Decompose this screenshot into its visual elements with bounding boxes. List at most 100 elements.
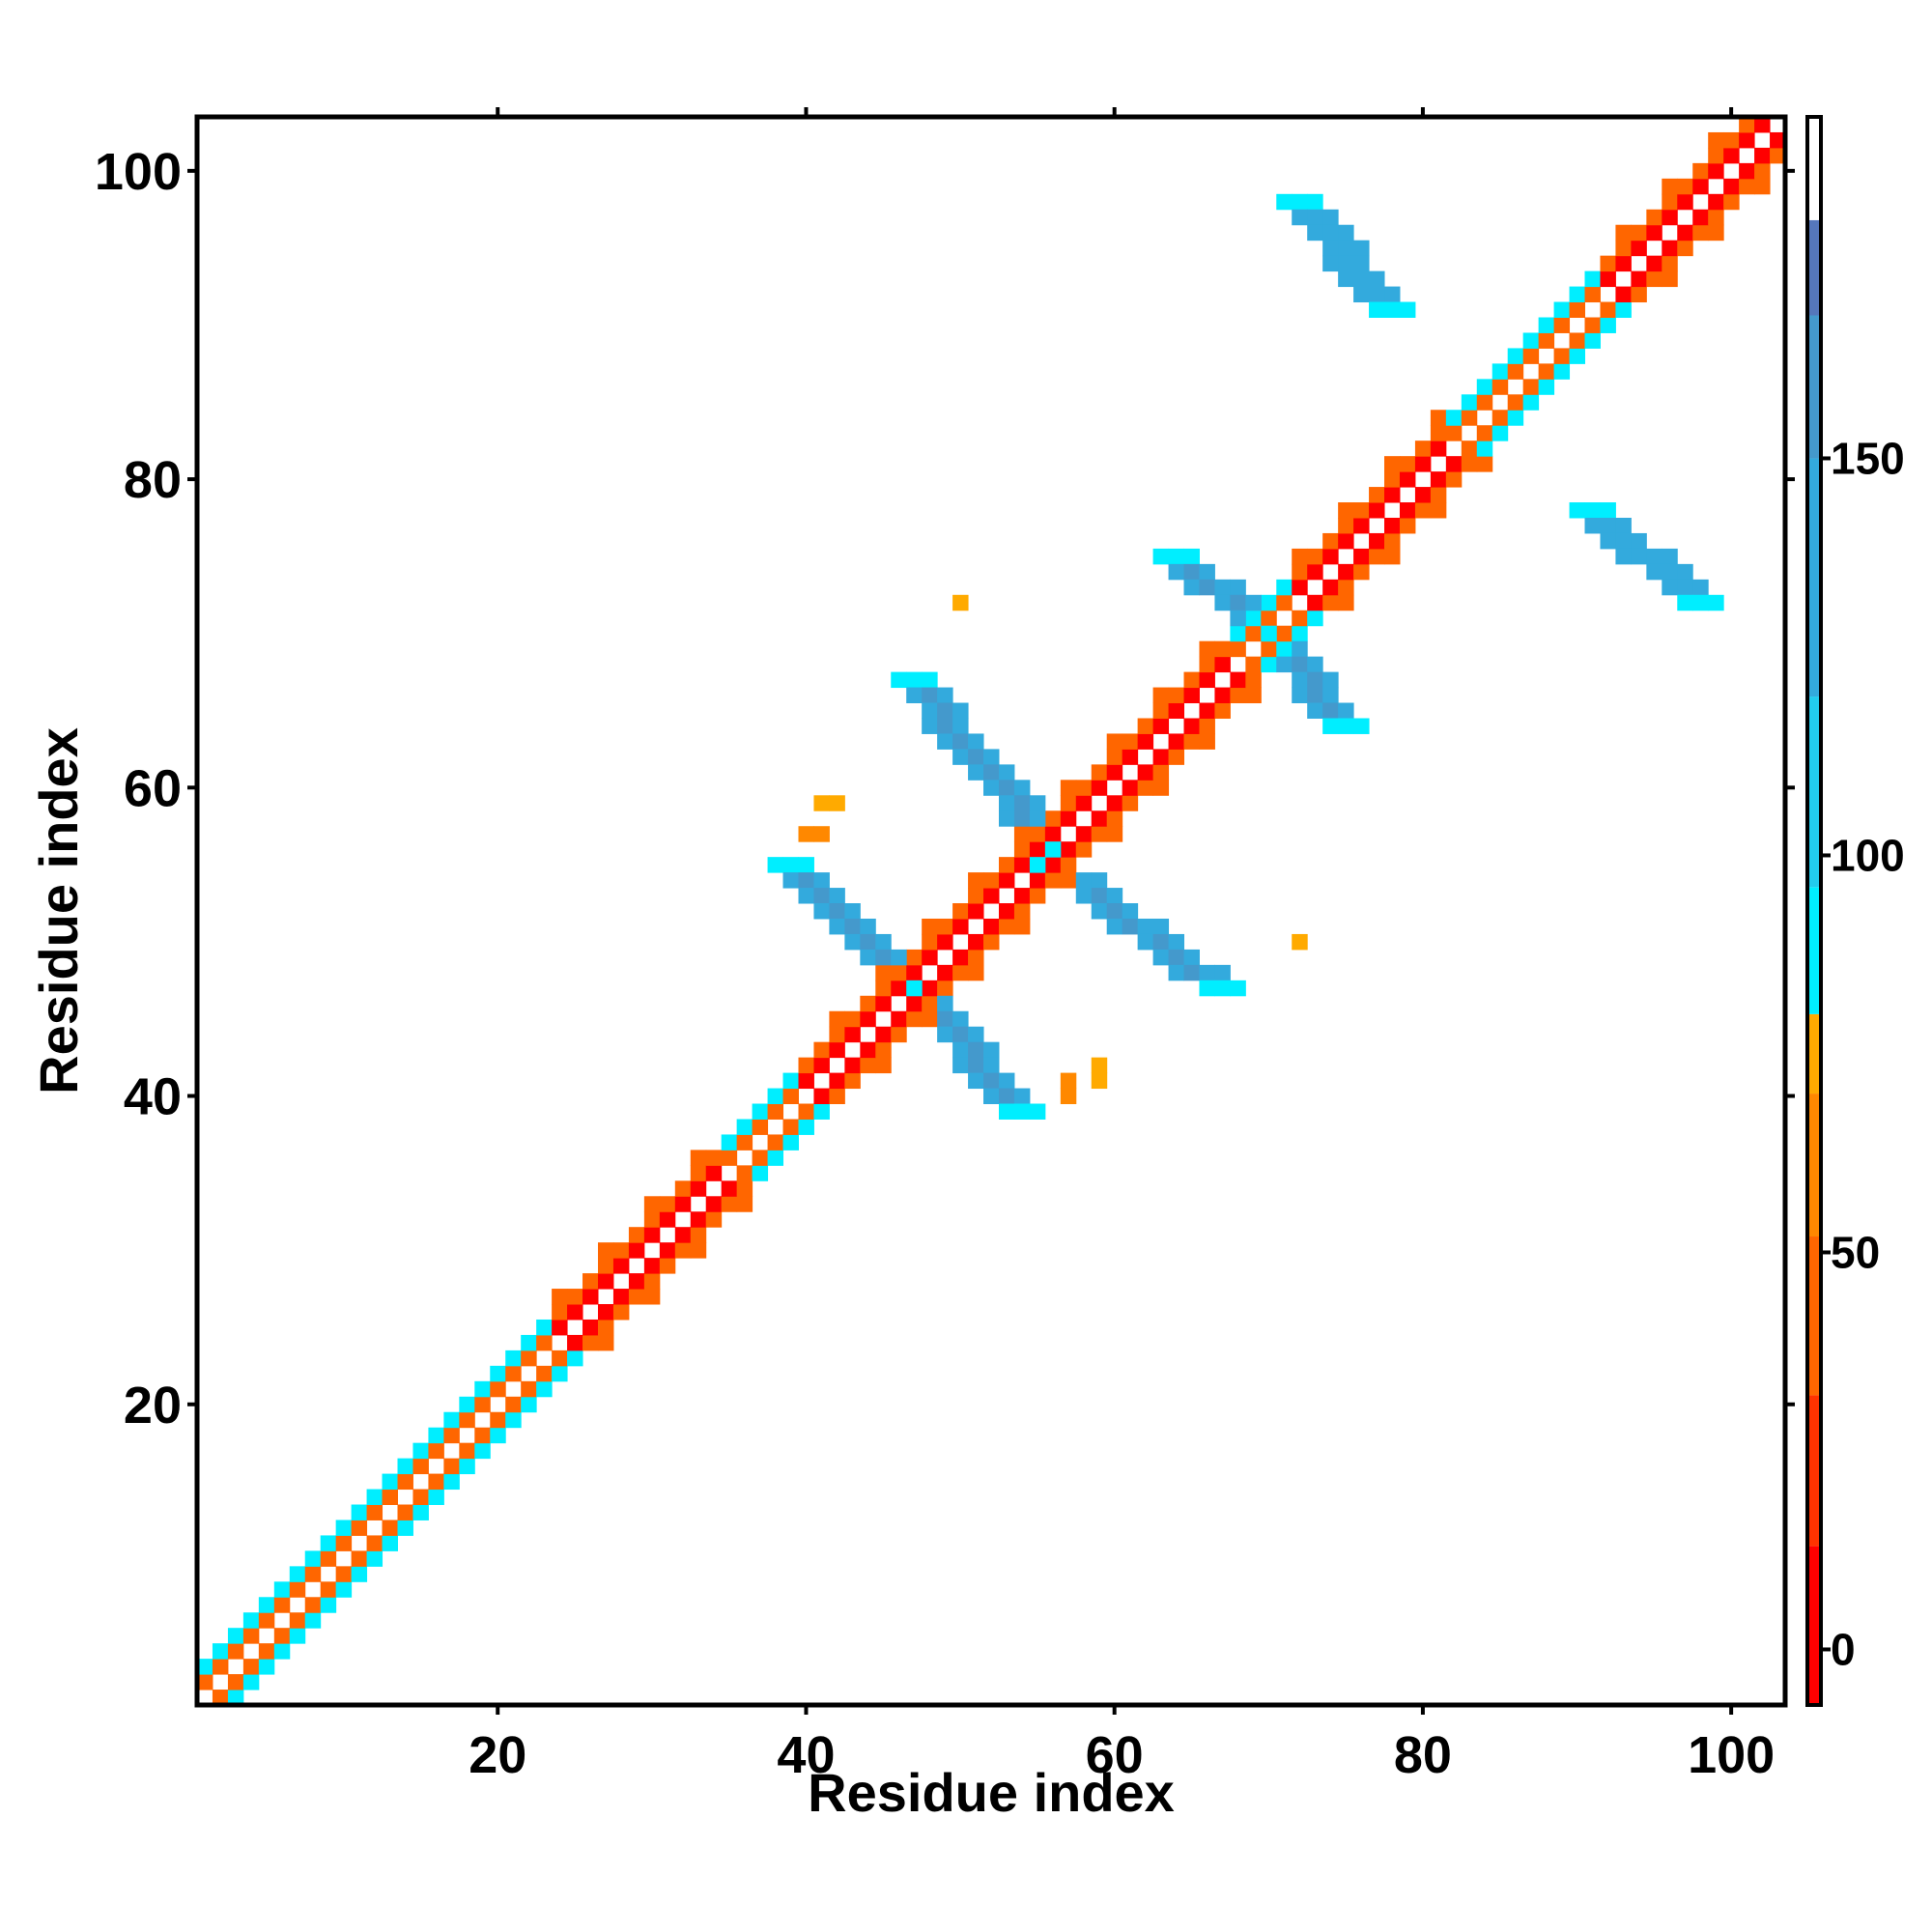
contact-cell [1739, 178, 1755, 195]
sheet-contact-cell [1168, 563, 1185, 581]
contact-cell [674, 1227, 692, 1243]
contact-cell [1322, 532, 1339, 550]
sheet-contact-cell [1292, 640, 1308, 658]
contact-cell [952, 949, 969, 966]
contact-cell [1507, 348, 1524, 364]
sheet-contact-cell [891, 671, 907, 689]
contact-cell [1522, 332, 1540, 349]
contact-cell [1369, 532, 1385, 550]
contact-cell [1476, 425, 1493, 441]
contact-cell [397, 1458, 413, 1475]
contact-cell [782, 1072, 799, 1090]
contact-cell [1461, 410, 1478, 426]
contact-cell [273, 1597, 291, 1613]
sheet-contact-cell [952, 1057, 969, 1074]
contact-cell [366, 1535, 384, 1551]
contact-cell [1106, 733, 1123, 750]
contact-cell [1322, 579, 1339, 596]
contact-cell [736, 1196, 753, 1212]
contact-cell [1739, 162, 1755, 180]
sheet-contact-cell [1353, 270, 1370, 288]
contact-cell [289, 1566, 306, 1582]
sheet-contact-cell [1646, 548, 1662, 565]
contact-cell [767, 1150, 784, 1166]
contact-cell [366, 1504, 384, 1520]
contact-cell [335, 1566, 353, 1582]
sheet-contact-cell [1631, 548, 1647, 565]
x-tick-label: 60 [1086, 1726, 1144, 1784]
contact-cell [597, 1319, 614, 1336]
contact-cell [1292, 579, 1308, 596]
contact-cell [798, 1057, 814, 1074]
contact-cell [582, 1334, 599, 1351]
contact-cell [1507, 410, 1524, 426]
sheet-contact-cell [1106, 903, 1123, 920]
contact-cell [906, 964, 923, 981]
contact-cell [1662, 240, 1678, 257]
sheet-contact-cell [875, 949, 892, 966]
contact-cell [1430, 410, 1447, 426]
sheet-contact-cell [1677, 579, 1693, 596]
sheet-contact-cell [1183, 548, 1200, 565]
contact-cell [1584, 317, 1601, 333]
contact-cell [536, 1319, 553, 1336]
contact-cell [1276, 640, 1293, 658]
contact-cell [612, 1258, 630, 1274]
contact-cell [1122, 780, 1139, 796]
contact-cell [1723, 178, 1740, 195]
contact-cell [536, 1334, 553, 1351]
sheet-contact-cell [998, 1103, 1015, 1120]
contact-cell [1445, 456, 1463, 472]
contact-cell [998, 918, 1015, 935]
sheet-contact-cell [813, 872, 830, 889]
contact-cell [998, 903, 1015, 920]
contact-cell [968, 903, 984, 920]
contact-cell [628, 1289, 645, 1305]
contact-cell [1075, 780, 1093, 796]
contact-cell [567, 1304, 583, 1321]
contact-cell [659, 1196, 676, 1212]
contact-cell [1338, 579, 1354, 596]
sheet-contact-cell [1214, 594, 1231, 611]
contact-cell [1307, 548, 1323, 565]
contact-cell [922, 933, 938, 951]
sheet-contact-cell [1338, 255, 1354, 272]
sheet-contact-cell [1677, 563, 1693, 581]
sheet-contact-cell [937, 1026, 953, 1043]
contact-cell [829, 1088, 845, 1105]
contact-cell [813, 1103, 830, 1120]
sheet-contact-cell [983, 1057, 1000, 1074]
contact-cell [335, 1535, 353, 1551]
contact-cell [1692, 162, 1709, 180]
sheet-contact-cell [1214, 579, 1231, 596]
sheet-contact-cell [1199, 563, 1215, 581]
contact-cell [1754, 117, 1771, 133]
contact-cell [1538, 317, 1555, 333]
contact-cell [1106, 810, 1123, 827]
contact-cell [1384, 548, 1401, 565]
contact-cell [1199, 733, 1215, 750]
contact-cell [197, 1674, 213, 1690]
sheet-contact-cell [952, 1041, 969, 1059]
contact-cell [690, 1150, 707, 1166]
heatmap-cells [197, 117, 1786, 1706]
sheet-contact-cell [1230, 594, 1246, 611]
contact-cell [459, 1458, 475, 1475]
contact-cell [1522, 348, 1540, 364]
sheet-contact-cell [1230, 980, 1246, 997]
contact-cell [1399, 517, 1416, 534]
sheet-contact-cell [1292, 209, 1308, 226]
contact-cell [1230, 671, 1246, 689]
contact-cell [1723, 131, 1740, 149]
contact-cell [1692, 178, 1709, 195]
contact-cell [366, 1489, 384, 1505]
contact-cell [922, 1010, 938, 1028]
contact-cell [443, 1427, 460, 1444]
contact-cell [798, 1119, 814, 1135]
sheet-contact-cell [983, 749, 1000, 765]
sheet-contact-cell [998, 810, 1015, 827]
sheet-contact-cell [1214, 980, 1231, 997]
contact-cell [968, 933, 984, 951]
contact-cell [1584, 270, 1601, 288]
contact-cell [998, 857, 1015, 873]
